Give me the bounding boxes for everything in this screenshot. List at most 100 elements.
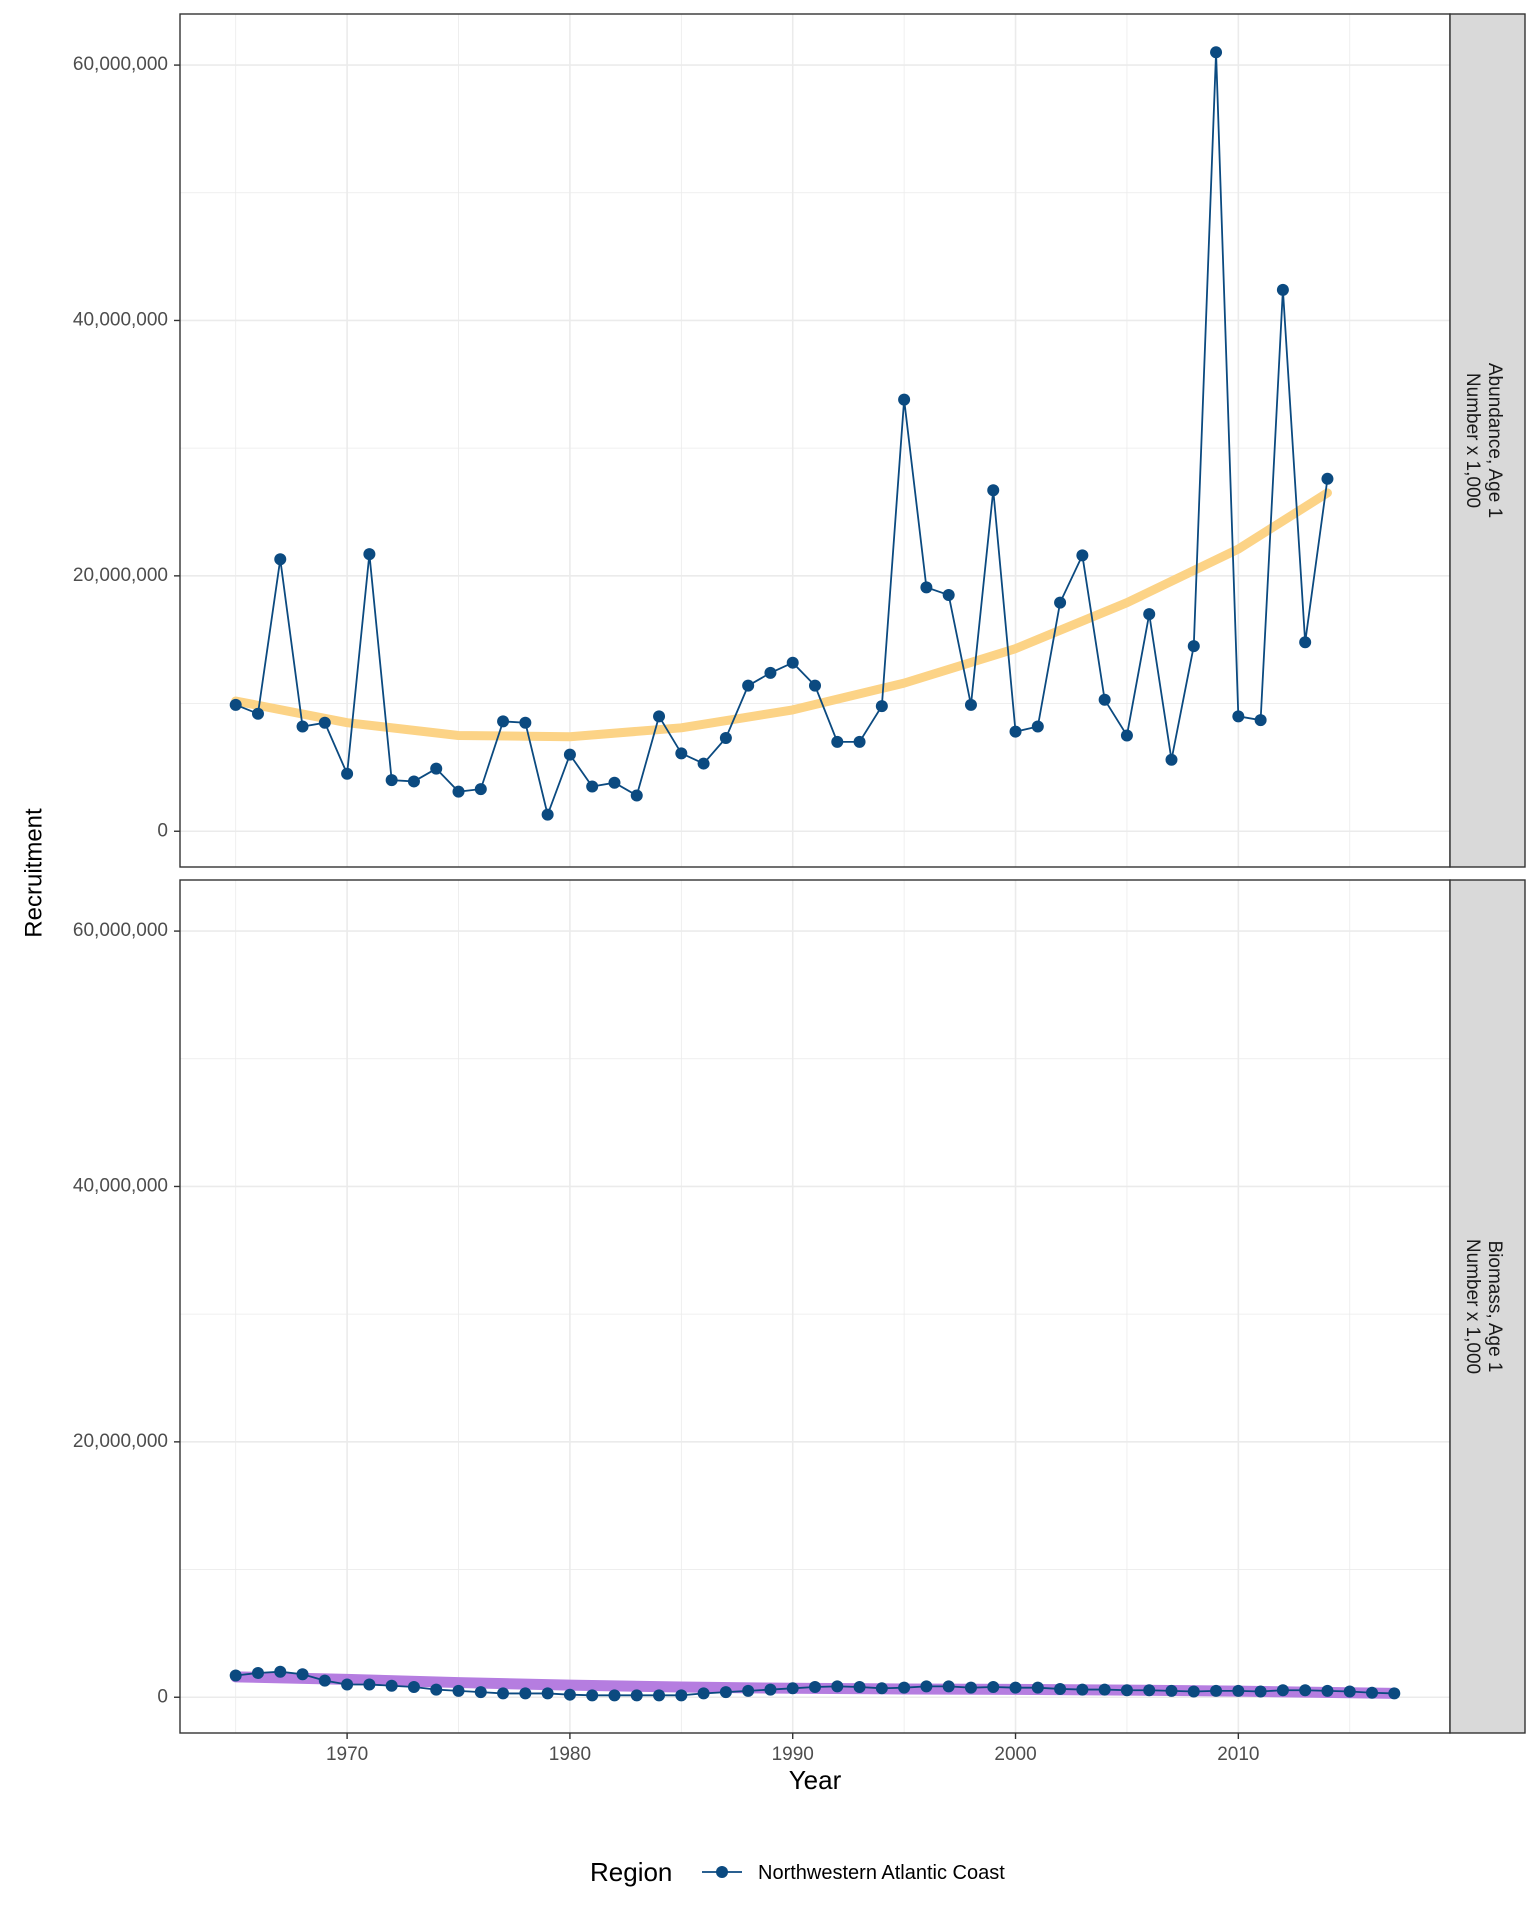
data-point [318,716,331,729]
data-point [809,679,821,692]
data-point [697,1687,710,1700]
data-point [1098,693,1111,706]
data-point [920,1680,933,1693]
data-point [497,1687,510,1700]
data-point [875,1682,888,1695]
data-point [875,700,888,713]
top-panel: Abundance, Age 1 Number x 1,000 0 20,000,… [73,13,1526,868]
data-point [786,656,799,669]
data-point [519,1687,532,1700]
data-point [363,1678,376,1691]
data-point [541,1687,554,1700]
data-point [1254,714,1267,727]
data-point [742,1684,755,1697]
data-point [563,748,576,761]
legend-entry-label: Northwestern Atlantic Coast [758,1862,1005,1884]
data-point [563,1688,576,1701]
data-point [341,1678,354,1691]
data-point [675,1689,688,1702]
data-point [809,1681,821,1694]
data-point [942,1680,955,1693]
data-point [719,732,732,745]
data-point [653,1689,666,1702]
bottom-panel-strip: Biomass, Age 1 Number x 1,000 [1449,879,1526,1734]
y-tick-label: 20,000,000 [73,565,168,586]
x-tick-label: 1990 [772,1744,814,1765]
x-tick-label: 2000 [994,1744,1036,1765]
data-point [1321,472,1334,485]
data-point [363,548,376,561]
data-point [1031,720,1044,733]
top-panel-y-ticks: 0 20,000,000 40,000,000 60,000,000 [73,54,180,841]
trend-line [231,488,1332,742]
data-point [251,1666,264,1679]
data-point [1299,1684,1312,1697]
top-strip-label-line2: Number x 1,000 [1462,373,1483,508]
data-point [274,553,287,566]
top-panel-grid [180,14,1450,867]
data-point [229,698,242,711]
data-point [630,1689,643,1702]
data-point [853,735,866,748]
data-point [853,1681,866,1694]
data-point [1210,46,1223,59]
data-point [920,581,933,594]
data-point [697,757,710,770]
top-strip-label-line1: Abundance, Age 1 [1484,363,1505,518]
x-axis-ticks: 1970 1980 1990 2000 2010 [326,1733,1259,1765]
x-tick-label: 1970 [326,1744,368,1765]
data-point [831,1680,844,1693]
data-point [719,1686,732,1699]
data-point [786,1682,799,1695]
data-point [1321,1684,1334,1697]
data-point [1009,725,1022,738]
data-point [586,780,599,793]
data-point [519,716,532,729]
bottom-strip-background [1449,879,1526,1734]
top-panel-background [180,14,1450,867]
bottom-panel-y-ticks: 0 20,000,000 40,000,000 60,000,000 [73,920,180,1707]
data-point [251,707,264,720]
bottom-panel-grid [180,880,1450,1733]
data-point [407,775,420,788]
bottom-panel: Biomass, Age 1 Number x 1,000 0 20,000,00… [73,879,1526,1765]
data-point [1098,1683,1111,1696]
data-point [1388,1687,1401,1700]
data-point [274,1665,287,1678]
x-tick-label: 2010 [1217,1744,1259,1765]
data-point [964,698,977,711]
data-point [608,776,621,789]
bottom-panel-series [229,1665,1401,1702]
bottom-strip-label-line1: Biomass, Age 1 [1484,1240,1505,1372]
data-point [1076,549,1089,562]
x-axis-title: Year [789,1765,842,1795]
x-tick-label: 1980 [549,1744,591,1765]
data-point [452,1684,465,1697]
data-point [1165,753,1178,766]
data-point [1276,283,1289,296]
y-axis-title: Recruitment [20,808,47,938]
data-point [1187,1685,1200,1698]
data-point [385,1679,398,1692]
data-point [229,1669,242,1682]
y-tick-label: 0 [157,1686,168,1707]
data-point [987,1681,1000,1694]
y-tick-label: 40,000,000 [73,1175,168,1196]
data-point [1143,608,1156,621]
top-strip-background [1449,13,1526,868]
data-point [1031,1681,1044,1694]
bottom-panel-background [180,880,1450,1733]
data-point [1009,1681,1022,1694]
data-point [964,1681,977,1694]
data-point [541,808,554,821]
data-point [430,1683,443,1696]
y-tick-label: 60,000,000 [73,54,168,75]
data-point [586,1689,599,1702]
data-point [296,1668,309,1681]
data-point [1232,710,1245,723]
legend-key-marker [716,1866,728,1878]
data-point [1054,596,1067,609]
data-point [1076,1683,1089,1696]
